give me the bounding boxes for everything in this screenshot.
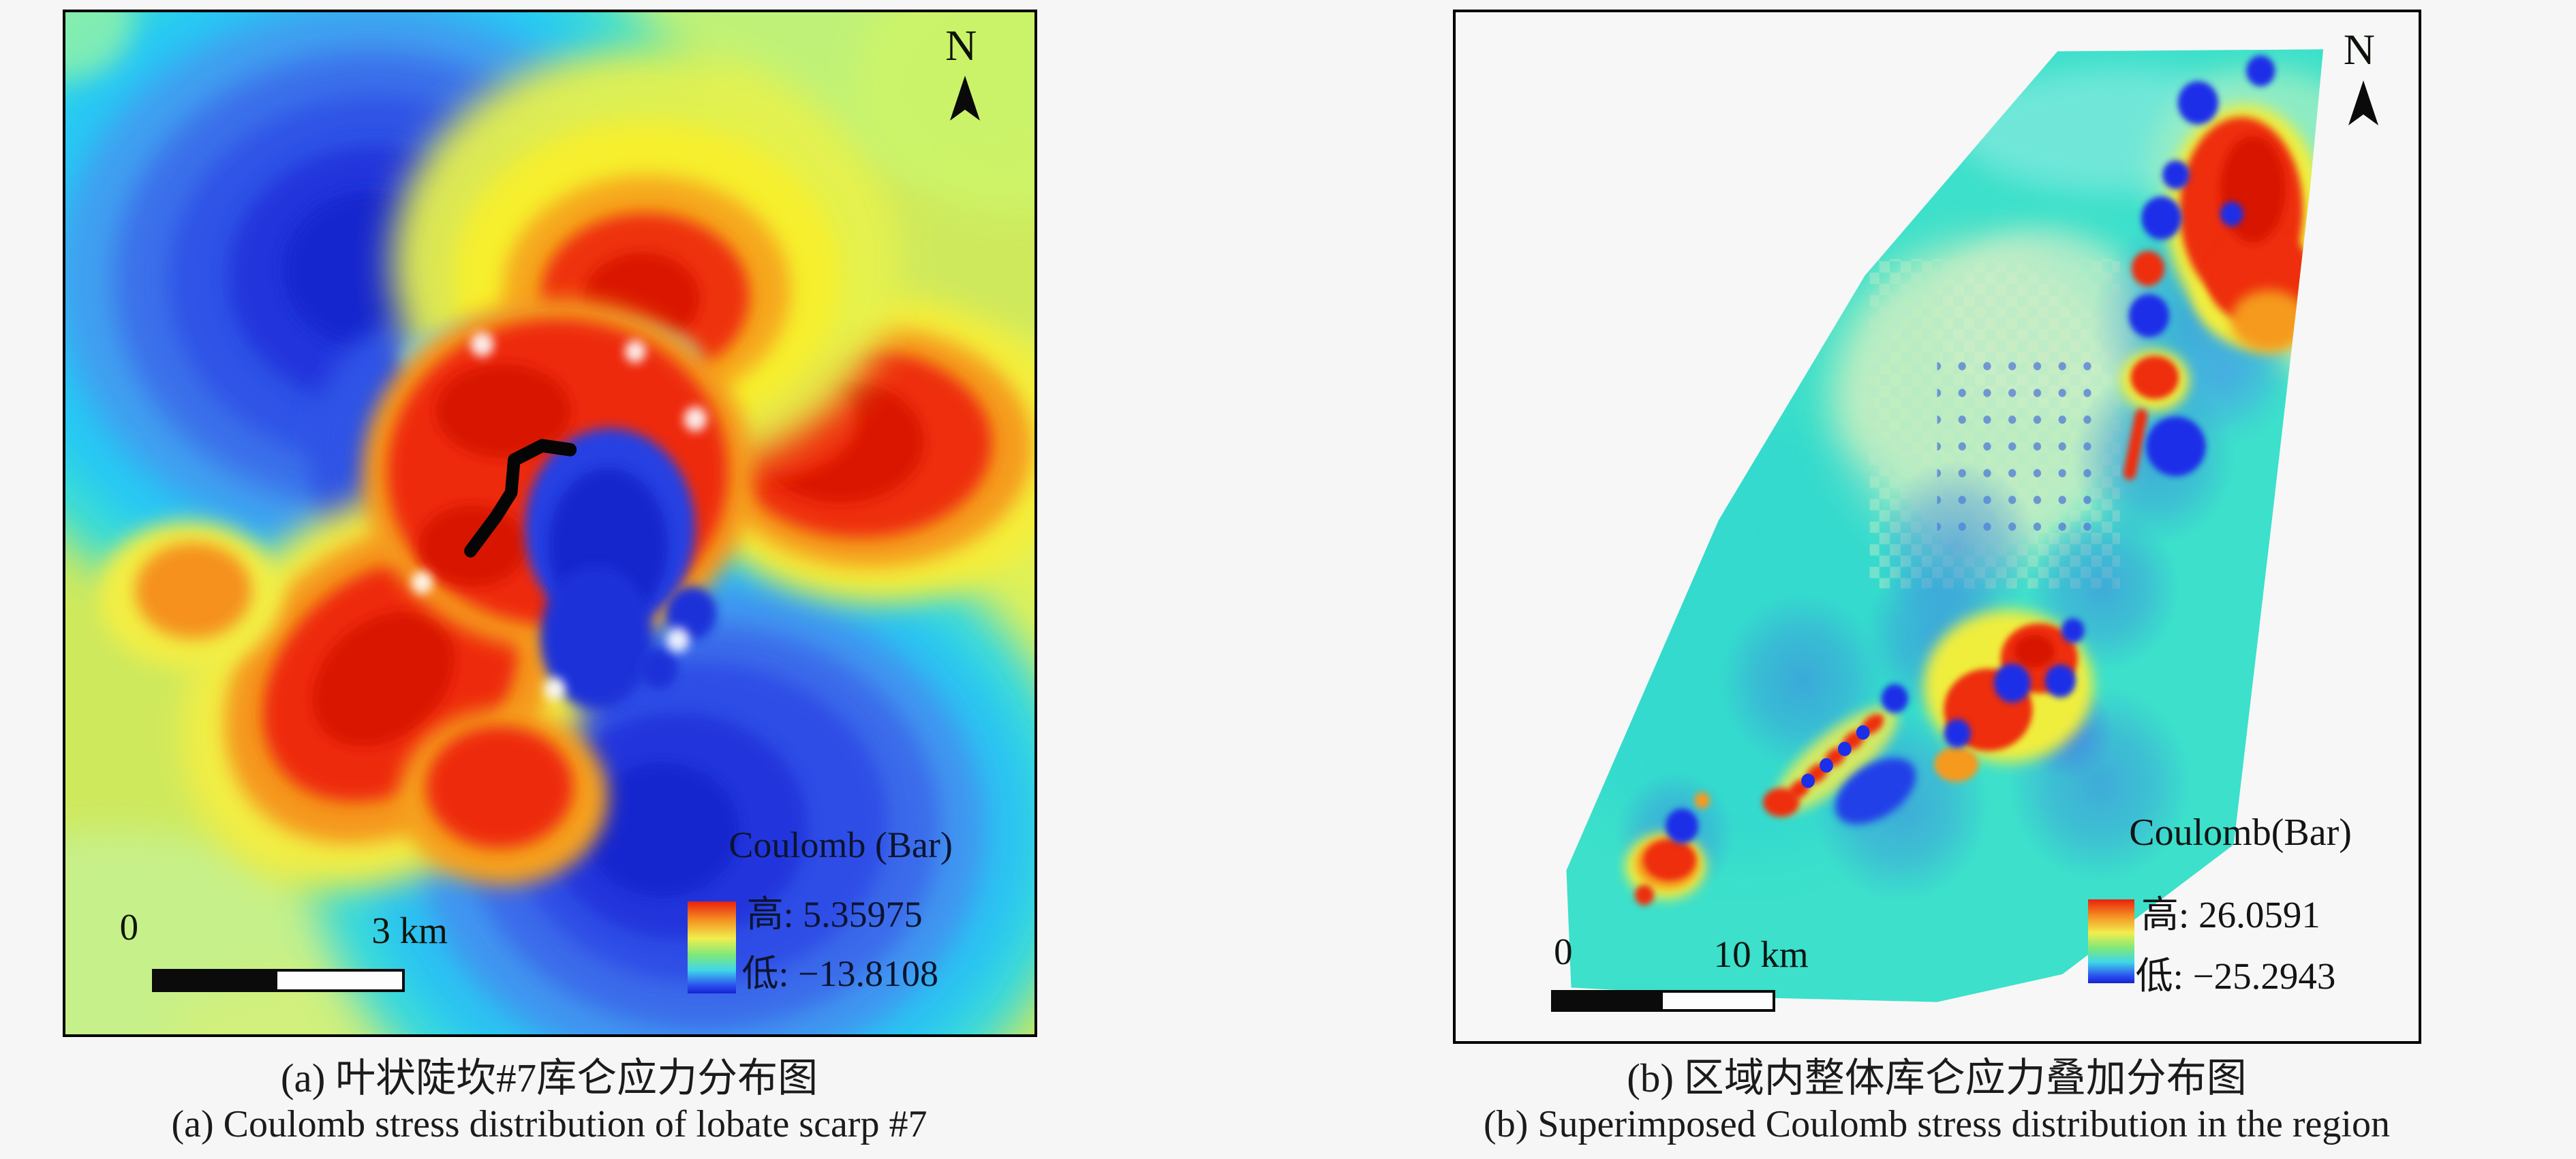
- scale-bar: [151, 969, 405, 992]
- legend-title: Coulomb (Bar): [729, 824, 953, 865]
- blue-lobe-bottom-right: [307, 495, 1034, 1034]
- fault-cluster-northeast: [2119, 55, 2324, 480]
- map-panel-a: N 0 3 km Coulomb (Bar) 高: 5.35975 低: −13…: [63, 10, 1037, 1037]
- stress-map-b: [1456, 12, 2419, 1041]
- legend-low-label: 低: −25.2943: [2135, 955, 2336, 998]
- caption-a-chinese: (a) 叶状陡坎#7库仑应力分布图: [280, 1055, 818, 1100]
- caption-a-english: (a) Coulomb stress distribution of lobat…: [171, 1103, 927, 1145]
- north-label: N: [2343, 25, 2375, 74]
- legend-low-label: 低: −13.8108: [741, 953, 939, 994]
- north-arrow-icon: [950, 76, 981, 121]
- legend-title: Coulomb(Bar): [2129, 811, 2352, 854]
- scale-bar-black-segment: [1553, 992, 1663, 1009]
- north-label: N: [945, 21, 977, 69]
- scale-zero-label: 0: [119, 906, 139, 948]
- fault-cluster-southwest-end: [1625, 792, 1711, 906]
- caption-b-chinese: (b) 区域内整体库仑应力叠加分布图: [1627, 1055, 2247, 1100]
- scale-zero-label: 0: [1554, 930, 1573, 972]
- fault-trace-scarp7: [464, 439, 577, 558]
- scale-distance-label: 3 km: [371, 909, 448, 951]
- legend-color-ramp: [2088, 899, 2135, 984]
- fault-cluster-central: [1923, 610, 2094, 782]
- fault-chain-southwest: [1762, 684, 1916, 824]
- legend-high-label: 高: 26.0591: [2141, 893, 2320, 936]
- stress-map-a: [65, 12, 1034, 1034]
- map-panel-b: N 0 10 km Coulomb(Bar) 高: 26.0591 低: −25…: [1453, 10, 2421, 1044]
- legend-color-ramp: [687, 901, 737, 993]
- scale-bar: [1550, 989, 1776, 1012]
- north-arrow-icon: [2348, 80, 2378, 125]
- legend-high-label: 高: 5.35975: [746, 894, 923, 935]
- scale-bar-black-segment: [154, 972, 278, 989]
- scale-distance-label: 10 km: [1713, 933, 1809, 976]
- caption-b-english: (b) Superimposed Coulomb stress distribu…: [1484, 1103, 2390, 1145]
